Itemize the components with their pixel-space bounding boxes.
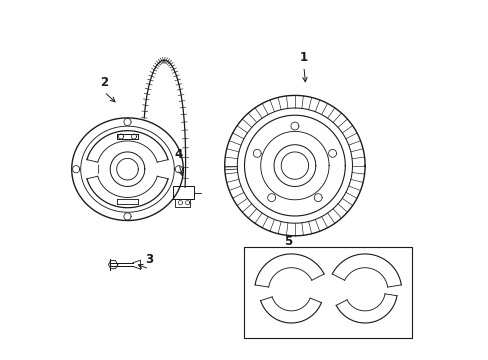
Text: 2: 2 <box>100 76 108 89</box>
Text: 3: 3 <box>145 253 153 266</box>
Bar <box>244 247 411 338</box>
Bar <box>175 199 189 207</box>
Bar <box>172 186 194 199</box>
Text: 1: 1 <box>299 51 307 64</box>
Text: 5: 5 <box>284 235 292 248</box>
Text: 4: 4 <box>175 148 183 161</box>
